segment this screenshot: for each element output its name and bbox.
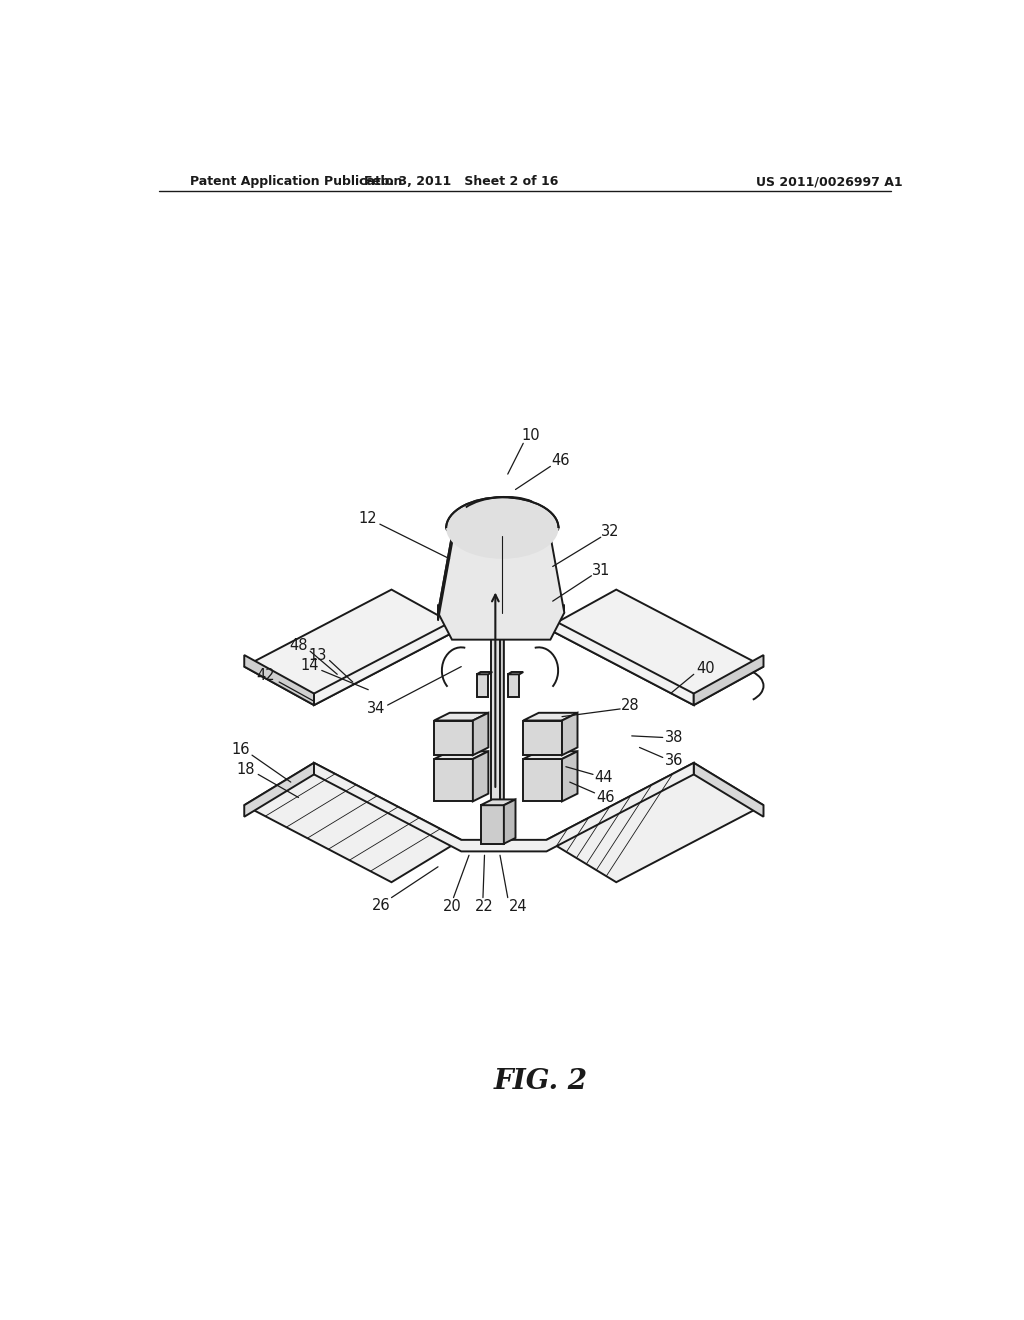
Polygon shape — [523, 721, 562, 755]
Polygon shape — [434, 751, 488, 759]
Ellipse shape — [446, 516, 558, 540]
Polygon shape — [562, 713, 578, 755]
Polygon shape — [245, 763, 314, 817]
Text: Patent Application Publication: Patent Application Publication — [190, 176, 402, 187]
Text: US 2011/0026997 A1: US 2011/0026997 A1 — [756, 176, 902, 187]
Polygon shape — [245, 655, 314, 705]
Ellipse shape — [446, 498, 558, 558]
Text: 32: 32 — [601, 524, 620, 540]
Polygon shape — [434, 721, 473, 755]
Polygon shape — [477, 672, 493, 675]
Text: 22: 22 — [475, 899, 494, 915]
Polygon shape — [245, 590, 461, 705]
Text: 18: 18 — [237, 762, 255, 776]
Text: 31: 31 — [592, 562, 610, 578]
Polygon shape — [693, 763, 764, 817]
Text: 14: 14 — [300, 657, 318, 673]
Text: 44: 44 — [595, 770, 613, 785]
Polygon shape — [480, 805, 504, 843]
Polygon shape — [473, 713, 488, 755]
Text: 46: 46 — [551, 453, 569, 467]
Text: 13: 13 — [308, 648, 327, 663]
Polygon shape — [508, 675, 519, 697]
Text: 42: 42 — [257, 668, 275, 684]
Polygon shape — [477, 675, 488, 697]
Polygon shape — [438, 536, 564, 640]
Polygon shape — [245, 763, 461, 882]
Text: 10: 10 — [521, 428, 541, 444]
Polygon shape — [504, 800, 515, 843]
Polygon shape — [434, 713, 488, 721]
Text: 20: 20 — [442, 899, 462, 915]
Polygon shape — [480, 800, 515, 805]
Polygon shape — [490, 574, 500, 843]
Polygon shape — [562, 751, 578, 801]
Text: 24: 24 — [509, 899, 527, 915]
Polygon shape — [434, 759, 473, 801]
Polygon shape — [473, 751, 488, 801]
Text: 38: 38 — [666, 730, 684, 744]
Text: 12: 12 — [359, 511, 378, 527]
Polygon shape — [438, 536, 452, 620]
Text: 46: 46 — [596, 789, 614, 805]
Text: 36: 36 — [666, 752, 684, 768]
Text: 40: 40 — [696, 660, 715, 676]
Polygon shape — [314, 763, 693, 851]
Polygon shape — [523, 751, 578, 759]
Text: Feb. 3, 2011   Sheet 2 of 16: Feb. 3, 2011 Sheet 2 of 16 — [365, 176, 558, 187]
Polygon shape — [523, 759, 562, 801]
Polygon shape — [523, 713, 578, 721]
Text: 48: 48 — [289, 638, 308, 652]
Polygon shape — [500, 574, 504, 843]
Polygon shape — [508, 672, 523, 675]
Text: 16: 16 — [231, 742, 250, 758]
Text: 28: 28 — [621, 697, 640, 713]
Polygon shape — [314, 616, 693, 705]
Text: 34: 34 — [367, 701, 385, 717]
Polygon shape — [547, 763, 764, 882]
Text: FIG. 2: FIG. 2 — [494, 1068, 588, 1094]
Polygon shape — [693, 655, 764, 705]
Text: 26: 26 — [372, 898, 391, 913]
Polygon shape — [547, 590, 764, 705]
